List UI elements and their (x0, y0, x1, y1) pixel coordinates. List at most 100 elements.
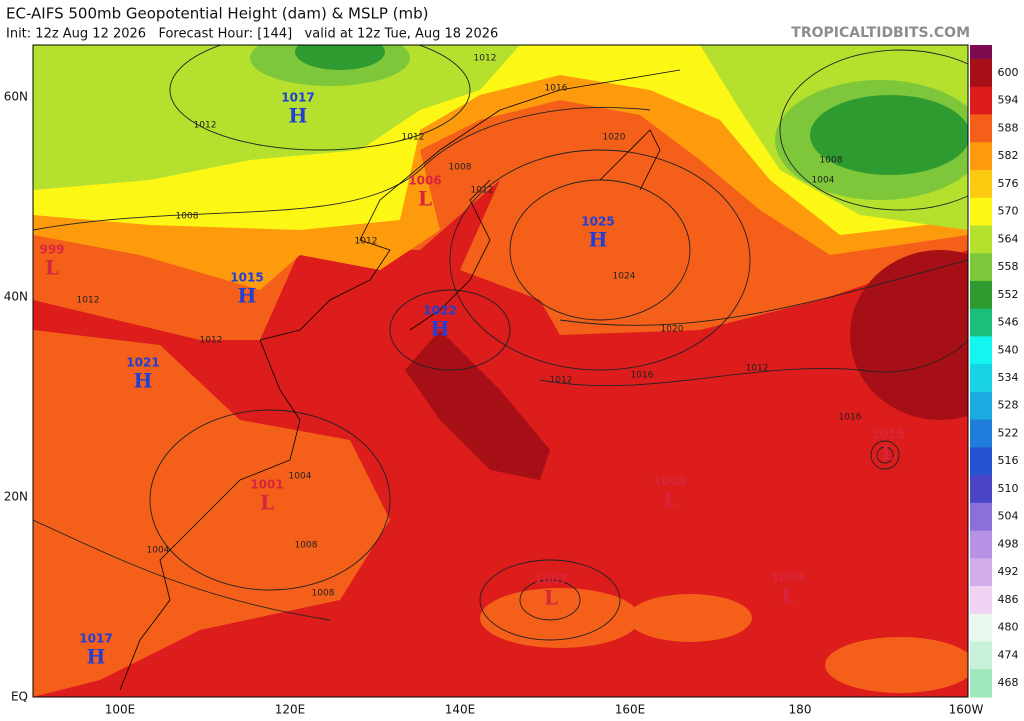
colorbar-label: 528 (998, 399, 1019, 412)
colorbar-label: 558 (998, 260, 1019, 273)
colorbar-swatch (970, 669, 992, 698)
isobar-label: 1012 (746, 364, 769, 374)
latitude-label: 20N (4, 490, 28, 504)
colorbar-label: 582 (998, 149, 1019, 162)
colorbar-swatch (970, 253, 992, 282)
subtitle: Init: 12z Aug 12 2026 Forecast Hour: [14… (6, 27, 498, 42)
pressure-value: 1021 (126, 356, 159, 370)
field (850, 250, 968, 420)
colorbar-swatch (970, 364, 992, 393)
pressure-center: H (289, 104, 308, 128)
longitude-label: 180 (789, 703, 812, 717)
colorbar-label: 552 (998, 288, 1019, 301)
field (825, 637, 968, 693)
isobar-label: 1012 (194, 121, 217, 131)
pressure-center: L (663, 488, 677, 512)
colorbar-label: 498 (998, 537, 1019, 550)
colorbar-swatch (970, 114, 992, 143)
isobars (33, 45, 968, 641)
colorbar-label: 576 (998, 177, 1019, 190)
colorbar-label: 516 (998, 454, 1019, 467)
latitude-label: 60N (4, 90, 28, 104)
field (295, 45, 385, 70)
isobar-label: 1012 (77, 296, 100, 306)
isobar-label: 1008 (449, 163, 472, 173)
colorbar-label: 540 (998, 343, 1019, 356)
colorbar-label: 522 (998, 426, 1019, 439)
latitude-label: 40N (4, 290, 28, 304)
isobar-label: 1008 (820, 156, 843, 166)
field (405, 330, 550, 480)
pressure-value: 1015 (871, 428, 904, 442)
longitude-label: 100E (105, 703, 136, 717)
colorbar-cap (970, 45, 992, 59)
pressure-value: 1017 (281, 91, 314, 105)
colorbar-label: 504 (998, 510, 1019, 523)
colorbar-swatch (970, 169, 992, 199)
colorbar-swatch (970, 197, 992, 226)
isobar-label: 1016 (839, 413, 862, 423)
longitude-label: 160E (615, 703, 646, 717)
colorbar-label: 600 (998, 66, 1019, 79)
colorbar-swatch (970, 336, 992, 365)
isobar-label: 1024 (613, 272, 636, 282)
isobar-label: 1020 (661, 325, 684, 335)
colorbar-swatch (970, 142, 992, 171)
isobar-label: 1004 (812, 176, 835, 186)
pressure-value: 1009 (771, 571, 804, 585)
field (33, 330, 390, 697)
longitude-label: 120E (275, 703, 306, 717)
pressure-value: 1008 (653, 475, 686, 489)
colorbar-swatch (970, 225, 992, 254)
pressure-center: H (238, 284, 257, 308)
isobar-label: 1012 (474, 54, 497, 64)
colorbar-swatch (970, 280, 992, 310)
colorbar-label: 570 (998, 205, 1019, 218)
pressure-value: 1007 (534, 573, 567, 587)
pressure-value: 1006 (408, 174, 441, 188)
colorbar-swatch (970, 419, 992, 448)
colorbar-label: 486 (998, 593, 1019, 606)
pressure-center: L (260, 491, 274, 515)
colorbar-label: 510 (998, 482, 1019, 495)
pressure-center: L (45, 256, 59, 280)
pressure-center: L (881, 441, 895, 465)
isobar-label: 1020 (603, 133, 626, 143)
colorbar-swatch (970, 558, 992, 587)
colorbar-swatch (970, 308, 992, 337)
colorbar-swatch (970, 530, 992, 559)
pressure-value: 1015 (230, 271, 263, 285)
colorbar-label: 594 (998, 94, 1019, 107)
pressure-value: 1001 (250, 478, 283, 492)
pressure-center: H (589, 228, 608, 252)
field (628, 594, 752, 642)
colorbar-swatch (970, 613, 992, 643)
field (480, 588, 640, 648)
colorbar-swatch (970, 641, 992, 670)
isobar-label: 1004 (289, 472, 312, 482)
isobar-label: 1008 (295, 541, 318, 551)
colorbar-swatch (970, 391, 992, 421)
pressure-value: 999 (39, 243, 64, 257)
pressure-center: L (544, 586, 558, 610)
pressure-center: H (431, 317, 450, 341)
colorbar-label: 480 (998, 621, 1019, 634)
map (33, 45, 968, 697)
field (810, 95, 968, 175)
map-frame (32, 44, 969, 698)
colorbar-swatch (970, 475, 992, 504)
longitude-label: 160W (949, 703, 984, 717)
title: EC-AIFS 500mb Geopotential Height (dam) … (6, 5, 429, 23)
colorbar-swatch (970, 586, 992, 615)
colorbar-label: 564 (998, 232, 1019, 245)
colorbar-label: 546 (998, 316, 1019, 329)
isobar-label: 1008 (312, 589, 335, 599)
pressure-value: 1025 (581, 215, 614, 229)
colorbar-label: 588 (998, 121, 1019, 134)
pressure-center: H (87, 645, 106, 669)
pressure-center: L (781, 584, 795, 608)
isobar-label: 1012 (402, 133, 425, 143)
colorbar-label: 492 (998, 565, 1019, 578)
isobar-label: 1016 (545, 84, 568, 94)
coastlines (119, 69, 681, 691)
